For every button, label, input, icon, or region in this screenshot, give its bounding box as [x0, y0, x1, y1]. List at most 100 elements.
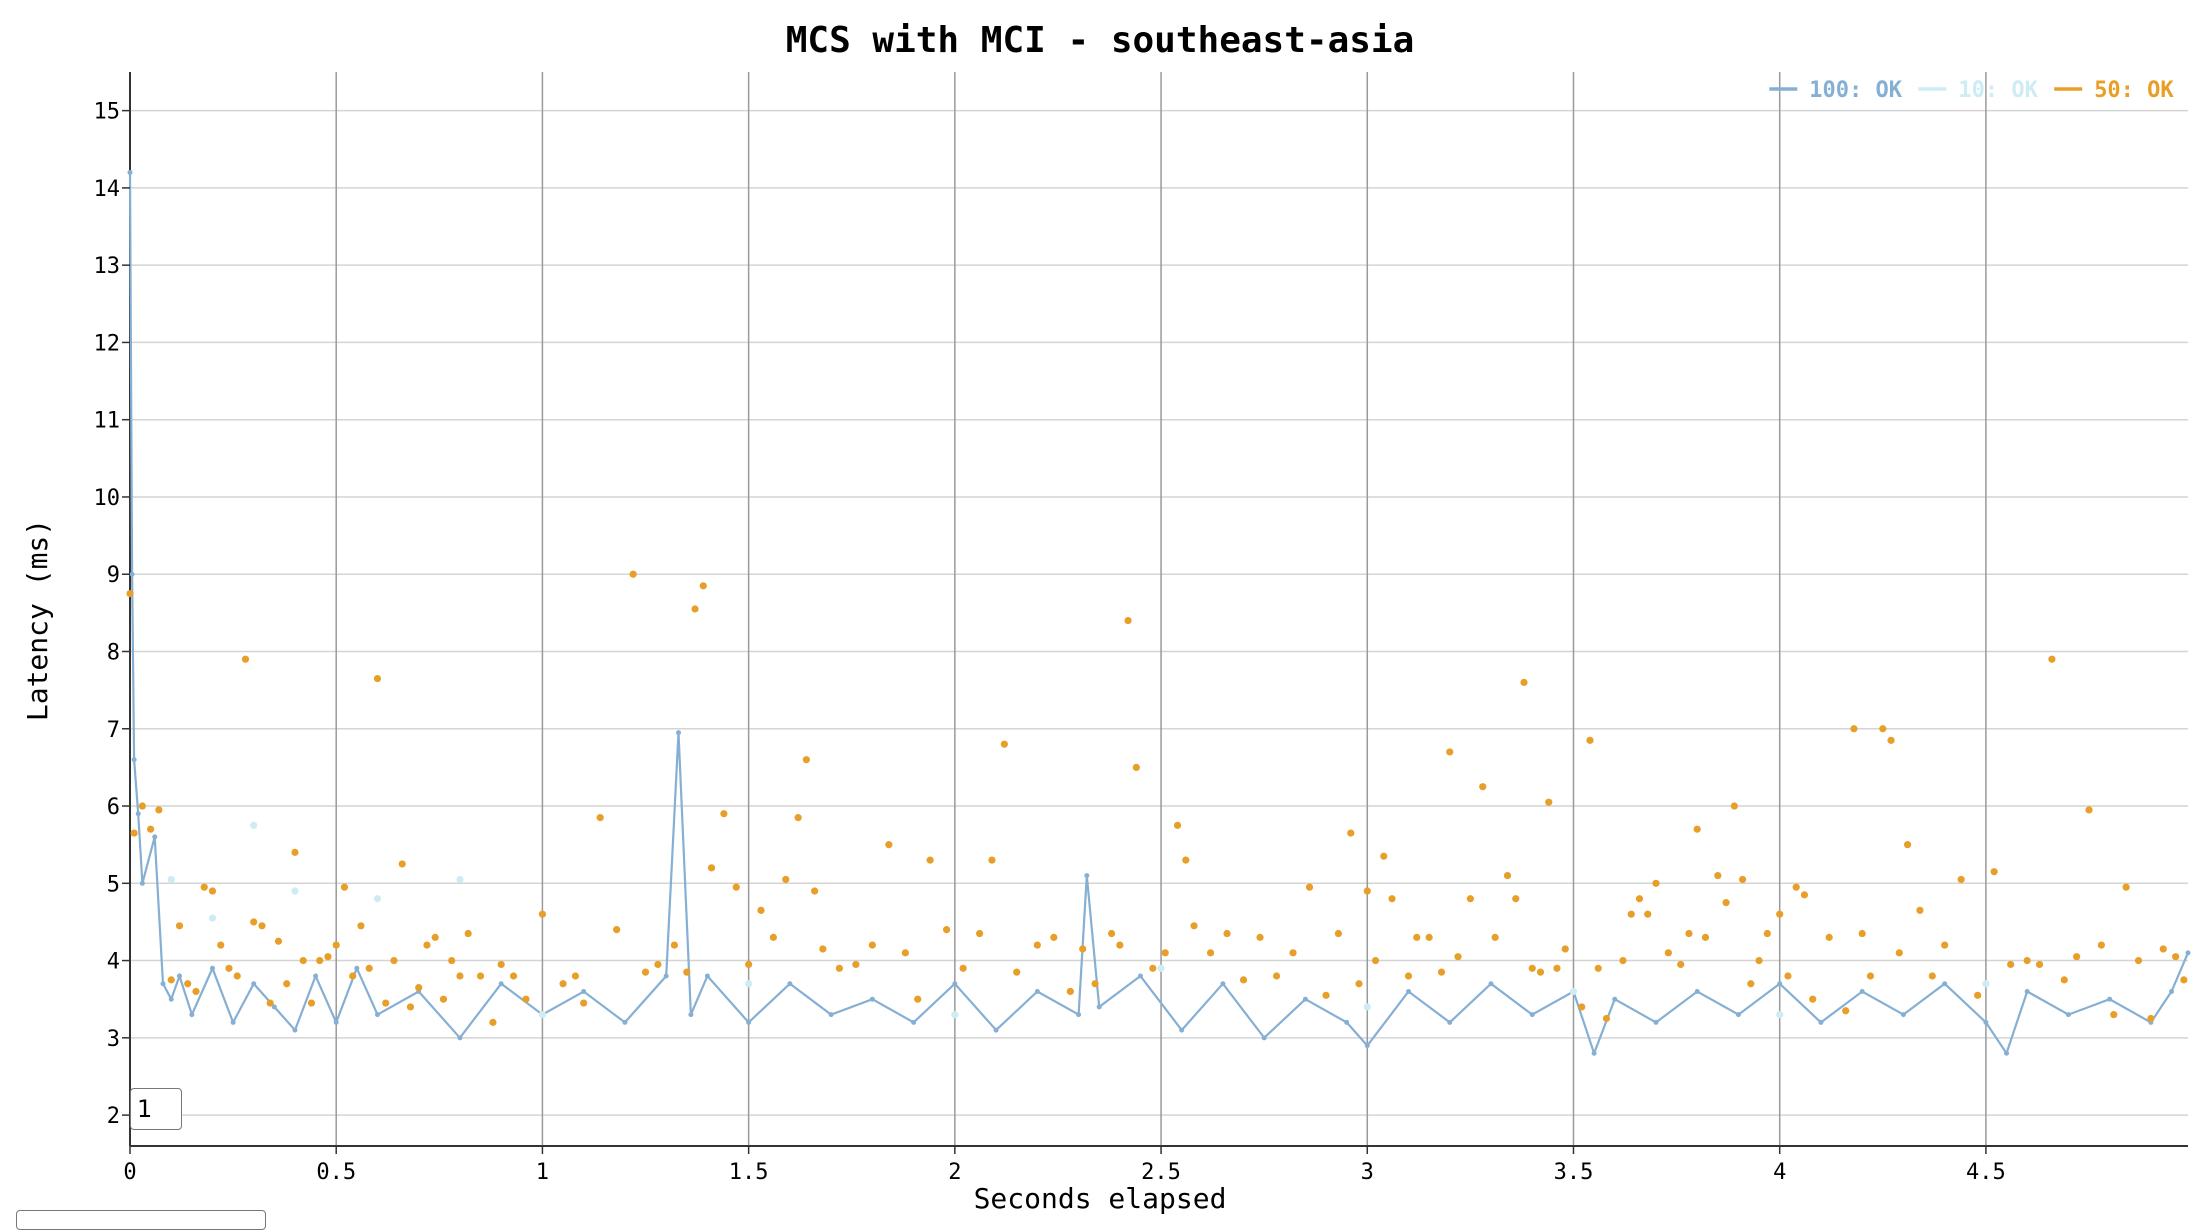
- data-point: [782, 875, 790, 884]
- data-point: [138, 802, 146, 810]
- x-tick-label: 3.5: [1554, 1160, 1594, 1185]
- data-point: [354, 965, 360, 971]
- data-point: [398, 860, 406, 868]
- data-point: [1776, 1011, 1784, 1019]
- data-point: [1850, 725, 1858, 733]
- data-point: [1730, 802, 1738, 810]
- legend: 50: OK 10: OK 100: OK: [1769, 78, 2174, 103]
- data-point: [271, 1004, 277, 1010]
- x-tick-label: 0: [123, 1160, 136, 1185]
- data-point: [676, 730, 682, 736]
- data-point: [868, 941, 876, 949]
- series-line: [128, 172, 2190, 1057]
- data-point: [1545, 798, 1553, 806]
- data-point: [1586, 736, 1594, 744]
- data-point: [1809, 995, 1817, 1003]
- data-point: [1561, 945, 1569, 953]
- data-point: [167, 976, 175, 984]
- x-tick-label: 2: [948, 1160, 961, 1185]
- data-point: [168, 996, 174, 1002]
- data-point: [699, 582, 707, 590]
- data-point: [217, 941, 225, 949]
- data-point: [2035, 960, 2044, 969]
- data-point: [1289, 949, 1297, 957]
- data-point: [390, 956, 398, 965]
- data-point: [340, 883, 349, 891]
- data-point: [382, 999, 390, 1007]
- data-point: [746, 1019, 752, 1025]
- data-point: [1928, 972, 1936, 980]
- y-axis-label: Latency (ms): [21, 519, 54, 721]
- data-point: [1602, 1014, 1611, 1023]
- data-point: [155, 806, 163, 814]
- data-point: [1784, 972, 1792, 980]
- bottom-control[interactable]: [16, 1210, 266, 1230]
- data-point: [131, 757, 137, 763]
- data-point: [1149, 964, 1157, 972]
- data-point: [2185, 950, 2191, 956]
- data-point: [1363, 887, 1371, 895]
- data-point: [2159, 945, 2167, 953]
- data-point: [439, 995, 448, 1003]
- data-point: [299, 956, 307, 965]
- data-point: [233, 972, 241, 980]
- data-point: [415, 984, 423, 992]
- data-point: [1305, 883, 1314, 891]
- data-point: [911, 1019, 917, 1025]
- data-point: [1479, 783, 1487, 791]
- data-point: [1256, 933, 1264, 941]
- data-point: [129, 571, 135, 577]
- data-point: [333, 1019, 339, 1025]
- data-point: [2060, 976, 2068, 984]
- data-point: [885, 841, 893, 849]
- data-point: [828, 1012, 834, 1018]
- data-point: [139, 880, 145, 886]
- data-point: [596, 814, 604, 822]
- data-point: [291, 887, 299, 895]
- data-point: [509, 972, 518, 980]
- data-point: [498, 981, 504, 987]
- data-point: [373, 674, 382, 683]
- y-axis-ticks: 2 3 4 5 6 7 8 9 10 11 12 13 14 15: [94, 100, 130, 1129]
- data-point: [1701, 933, 1710, 941]
- y-tick-label: 5: [107, 872, 120, 897]
- data-point: [1528, 964, 1536, 972]
- data-point: [1916, 906, 1924, 914]
- data-point: [1322, 991, 1330, 999]
- data-point: [1425, 933, 1433, 941]
- data-point: [2048, 655, 2056, 663]
- data-point: [1033, 941, 1041, 949]
- data-point: [1084, 873, 1090, 879]
- rolling-period-input[interactable]: [130, 1088, 182, 1130]
- data-point: [1091, 980, 1099, 988]
- data-point: [613, 926, 621, 934]
- data-point: [952, 981, 958, 987]
- data-point: [1107, 929, 1116, 938]
- data-point: [993, 1027, 999, 1033]
- data-point: [1404, 972, 1413, 980]
- data-point: [802, 756, 810, 764]
- data-point: [1347, 829, 1355, 837]
- data-point: [1380, 852, 1388, 860]
- data-point: [208, 887, 217, 895]
- data-point: [266, 999, 274, 1007]
- data-point: [1792, 883, 1800, 891]
- legend-label: 50: OK: [2094, 78, 2174, 103]
- data-point: [1520, 678, 1528, 687]
- data-point: [522, 995, 530, 1003]
- data-point: [1034, 988, 1040, 994]
- data-point: [1879, 725, 1887, 733]
- data-point: [1536, 968, 1545, 976]
- data-point: [1446, 748, 1454, 756]
- data-point: [1050, 933, 1058, 941]
- y-tick-label: 8: [107, 640, 120, 665]
- data-point: [581, 988, 587, 994]
- data-point: [189, 1012, 195, 1018]
- data-point: [1982, 980, 1990, 988]
- x-axis-ticks: 0 0.5 1 1.5 2 2.5 3 3.5 4 4.5: [123, 1146, 2006, 1185]
- data-point: [1763, 929, 1771, 938]
- data-point: [914, 995, 922, 1003]
- data-point: [1529, 1012, 1535, 1018]
- data-point: [1413, 933, 1421, 941]
